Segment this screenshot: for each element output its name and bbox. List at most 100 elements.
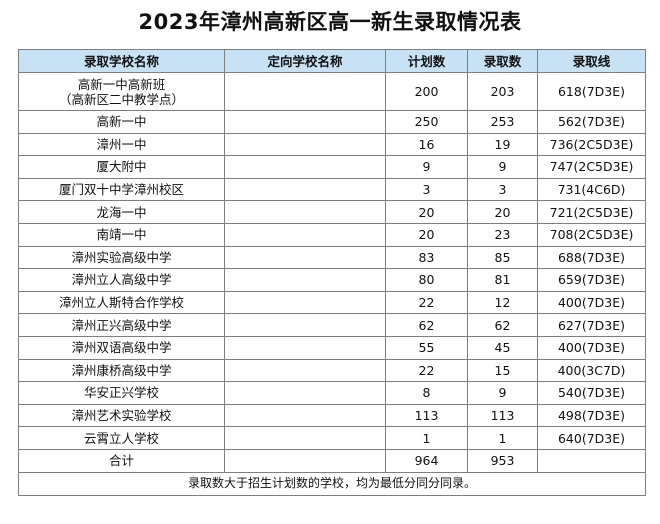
cell-directed	[224, 358, 386, 383]
cell-cutoff: 400(3C7D)	[537, 358, 646, 383]
total-cutoff	[537, 448, 646, 473]
cell-admitted: 9	[467, 155, 538, 179]
table-row: 漳州康桥高级中学 22 15 400(3C7D)	[18, 358, 646, 383]
header-admitted: 录取数	[467, 49, 538, 73]
header-plan: 计划数	[385, 49, 468, 73]
table-row: 高新一中高新班 （高新区二中教学点） 200 203 618(7D3E)	[18, 72, 646, 111]
cell-plan: 83	[385, 245, 468, 270]
table-row: 龙海一中 20 20 721(2C5D3E)	[18, 200, 646, 224]
total-row: 合计 964 953	[18, 448, 646, 473]
cell-school: 漳州正兴高级中学	[18, 313, 225, 337]
school-name: 高新一中高新班	[77, 76, 166, 92]
header-school: 录取学校名称	[18, 49, 225, 73]
cell-school: 龙海一中	[18, 200, 225, 224]
cell-cutoff: 688(7D3E)	[537, 245, 646, 270]
cell-plan: 3	[385, 177, 468, 202]
cell-directed	[224, 313, 386, 337]
cell-directed	[224, 132, 386, 157]
cell-cutoff: 562(7D3E)	[537, 110, 646, 134]
cell-cutoff: 640(7D3E)	[537, 426, 646, 450]
cell-directed	[224, 335, 386, 360]
cell-plan: 55	[385, 335, 468, 360]
table-row: 华安正兴学校 8 9 540(7D3E)	[18, 381, 646, 405]
cell-cutoff: 400(7D3E)	[537, 290, 646, 315]
cell-school: 漳州立人高级中学	[18, 268, 225, 292]
cell-directed	[224, 200, 386, 224]
cell-plan: 20	[385, 200, 468, 224]
cell-admitted: 12	[467, 290, 538, 315]
cell-school: 漳州一中	[18, 132, 225, 157]
cell-directed	[224, 72, 386, 111]
cell-admitted: 15	[467, 358, 538, 383]
header-cutoff: 录取线	[537, 49, 646, 73]
cell-admitted: 203	[467, 72, 538, 111]
table-row: 漳州一中 16 19 736(2C5D3E)	[18, 132, 646, 157]
total-plan: 964	[385, 448, 468, 473]
table-row: 厦大附中 9 9 747(2C5D3E)	[18, 155, 646, 179]
cell-plan: 9	[385, 155, 468, 179]
header-directed-school: 定向学校名称	[224, 49, 386, 73]
cell-cutoff: 736(2C5D3E)	[537, 132, 646, 157]
cell-admitted: 62	[467, 313, 538, 337]
cell-admitted: 3	[467, 177, 538, 202]
table-row: 漳州正兴高级中学 62 62 627(7D3E)	[18, 313, 646, 337]
cell-school: 厦大附中	[18, 155, 225, 179]
cell-directed	[224, 110, 386, 134]
cell-admitted: 19	[467, 132, 538, 157]
cell-cutoff: 708(2C5D3E)	[537, 222, 646, 247]
cell-cutoff: 721(2C5D3E)	[537, 200, 646, 224]
cell-directed	[224, 290, 386, 315]
cell-plan: 113	[385, 403, 468, 428]
cell-school: 高新一中高新班 （高新区二中教学点）	[18, 72, 225, 111]
admission-table: 录取学校名称 定向学校名称 计划数 录取数 录取线 高新一中高新班 （高新区二中…	[18, 49, 646, 496]
cell-cutoff: 659(7D3E)	[537, 268, 646, 292]
cell-admitted: 9	[467, 381, 538, 405]
table-row: 漳州双语高级中学 55 45 400(7D3E)	[18, 335, 646, 360]
cell-cutoff: 747(2C5D3E)	[537, 155, 646, 179]
table-row: 厦门双十中学漳州校区 3 3 731(4C6D)	[18, 177, 646, 202]
cell-school: 漳州实验高级中学	[18, 245, 225, 270]
cell-plan: 16	[385, 132, 468, 157]
cell-plan: 22	[385, 290, 468, 315]
cell-admitted: 85	[467, 245, 538, 270]
cell-admitted: 253	[467, 110, 538, 134]
cell-directed	[224, 381, 386, 405]
cell-plan: 22	[385, 358, 468, 383]
cell-school: 漳州康桥高级中学	[18, 358, 225, 383]
cell-cutoff: 731(4C6D)	[537, 177, 646, 202]
cell-cutoff: 540(7D3E)	[537, 381, 646, 405]
cell-school: 华安正兴学校	[18, 381, 225, 405]
cell-directed	[224, 155, 386, 179]
cell-cutoff: 400(7D3E)	[537, 335, 646, 360]
total-directed	[224, 448, 386, 473]
cell-plan: 1	[385, 426, 468, 450]
page-title: 2023年漳州高新区高一新生录取情况表	[138, 10, 522, 34]
cell-plan: 80	[385, 268, 468, 292]
cell-directed	[224, 222, 386, 247]
table-header-row: 录取学校名称 定向学校名称 计划数 录取数 录取线	[18, 49, 646, 73]
cell-school: 云霄立人学校	[18, 426, 225, 450]
table-row: 漳州立人斯特合作学校 22 12 400(7D3E)	[18, 290, 646, 315]
cell-plan: 20	[385, 222, 468, 247]
table-row: 漳州艺术实验学校 113 113 498(7D3E)	[18, 403, 646, 428]
cell-school: 厦门双十中学漳州校区	[18, 177, 225, 202]
cell-school: 漳州立人斯特合作学校	[18, 290, 225, 315]
table-row: 南靖一中 20 23 708(2C5D3E)	[18, 222, 646, 247]
cell-school: 漳州双语高级中学	[18, 335, 225, 360]
cell-plan: 250	[385, 110, 468, 134]
total-admitted: 953	[467, 448, 538, 473]
cell-directed	[224, 177, 386, 202]
table-row: 云霄立人学校 1 1 640(7D3E)	[18, 426, 646, 450]
note-row: 录取数大于招生计划数的学校，均为最低分同分同录。	[18, 471, 646, 496]
cell-directed	[224, 268, 386, 292]
table-note: 录取数大于招生计划数的学校，均为最低分同分同录。	[18, 471, 646, 496]
cell-admitted: 23	[467, 222, 538, 247]
table-row: 漳州立人高级中学 80 81 659(7D3E)	[18, 268, 646, 292]
cell-school: 漳州艺术实验学校	[18, 403, 225, 428]
cell-directed	[224, 403, 386, 428]
cell-plan: 200	[385, 72, 468, 111]
school-subname: （高新区二中教学点）	[58, 91, 184, 107]
cell-directed	[224, 245, 386, 270]
cell-admitted: 20	[467, 200, 538, 224]
cell-cutoff: 627(7D3E)	[537, 313, 646, 337]
